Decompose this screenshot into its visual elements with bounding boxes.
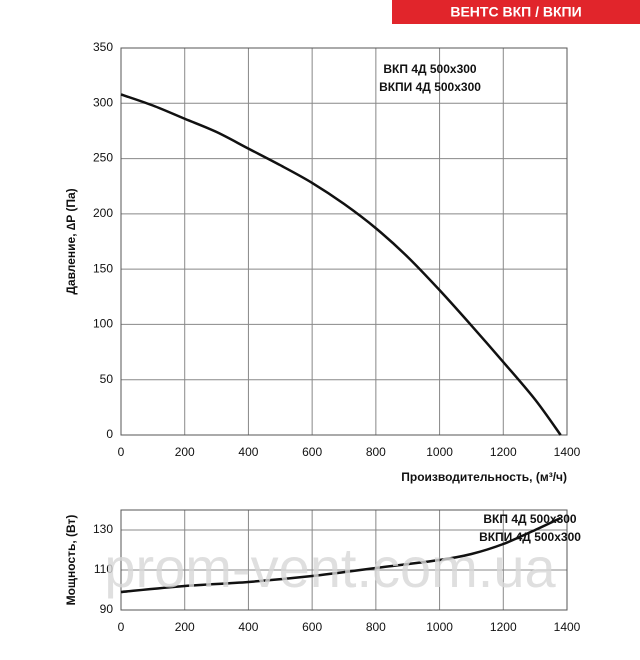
y-tick-label: 90 bbox=[100, 602, 114, 616]
x-tick-label: 1000 bbox=[426, 445, 453, 459]
x-tick-label: 800 bbox=[366, 445, 386, 459]
plot-frame bbox=[120, 47, 568, 436]
watermark: prom-vent.com.ua bbox=[104, 536, 556, 599]
annotation: ВКПИ 4Д 500x300 bbox=[479, 530, 581, 544]
x-tick-label: 400 bbox=[238, 445, 258, 459]
annotation: ВКП 4Д 500x300 bbox=[383, 62, 477, 76]
annotation: ВКПИ 4Д 500x300 bbox=[379, 80, 481, 94]
plot-frame bbox=[120, 509, 568, 611]
y-tick-label: 150 bbox=[93, 261, 113, 275]
line-series bbox=[120, 93, 562, 436]
x-tick-label: 1000 bbox=[426, 620, 453, 634]
y-axis-label: Давление, ∆P (Па) bbox=[64, 188, 78, 294]
x-tick-label: 1200 bbox=[490, 445, 517, 459]
header-box bbox=[392, 0, 640, 24]
x-tick-label: 600 bbox=[302, 445, 322, 459]
header-title: ВЕНТС ВКП / ВКПИ bbox=[450, 4, 581, 20]
x-tick-label: 800 bbox=[366, 620, 386, 634]
x-tick-label: 200 bbox=[175, 620, 195, 634]
y-tick-label: 300 bbox=[93, 95, 113, 109]
y-tick-label: 50 bbox=[100, 372, 114, 386]
x-tick-label: 1400 bbox=[554, 620, 581, 634]
y-tick-label: 100 bbox=[93, 317, 113, 331]
line-series bbox=[120, 516, 562, 594]
x-tick-label: 0 bbox=[118, 445, 125, 459]
y-tick-label: 130 bbox=[93, 522, 113, 536]
y-tick-label: 200 bbox=[93, 206, 113, 220]
x-tick-label: 1400 bbox=[554, 445, 581, 459]
x-axis-label: Производительность, (м³/ч) bbox=[401, 470, 567, 484]
x-tick-label: 0 bbox=[118, 620, 125, 634]
y-tick-label: 350 bbox=[93, 40, 113, 54]
y-tick-label: 110 bbox=[94, 562, 113, 576]
y-tick-label: 0 bbox=[106, 427, 113, 441]
x-tick-label: 1200 bbox=[490, 620, 517, 634]
x-tick-label: 400 bbox=[238, 620, 258, 634]
y-axis-label: Мощность, (Вт) bbox=[64, 515, 78, 606]
x-tick-label: 200 bbox=[175, 445, 195, 459]
y-tick-label: 250 bbox=[93, 151, 113, 165]
annotation: ВКП 4Д 500x300 bbox=[483, 512, 577, 526]
x-tick-label: 600 bbox=[302, 620, 322, 634]
